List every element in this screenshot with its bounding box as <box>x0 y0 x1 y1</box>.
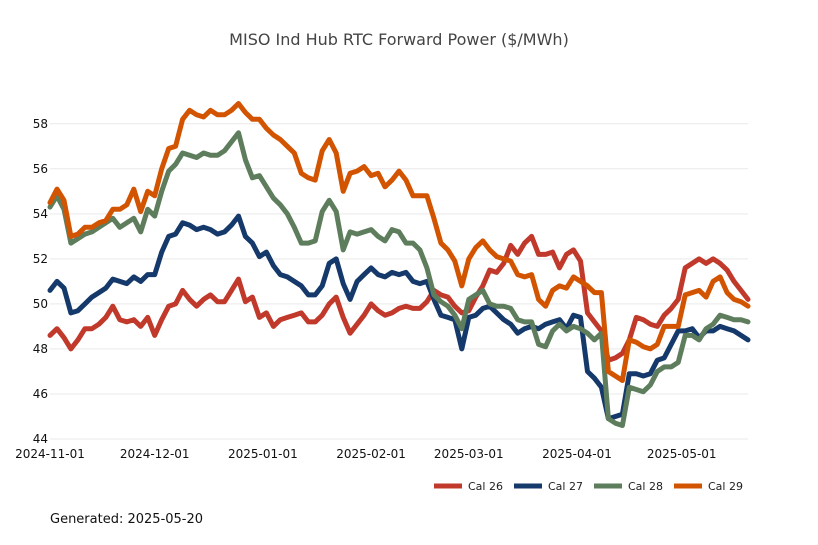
x-tick-label: 2025-04-01 <box>542 447 612 461</box>
legend-label: Cal 29 <box>708 480 743 493</box>
legend-label: Cal 28 <box>628 480 663 493</box>
chart-title: MISO Ind Hub RTC Forward Power ($/MWh) <box>229 30 569 49</box>
y-tick-label: 44 <box>33 432 48 446</box>
y-tick-label: 56 <box>33 162 48 176</box>
x-tick-label: 2024-11-01 <box>15 447 85 461</box>
gridlines <box>50 123 748 440</box>
x-tick-label: 2025-05-01 <box>647 447 717 461</box>
legend-label: Cal 27 <box>548 480 583 493</box>
series-line-cal-28 <box>47 130 751 428</box>
series-line-cal-27 <box>47 213 751 422</box>
legend: Cal 26 Cal 27 Cal 28 Cal 29 <box>434 480 743 493</box>
y-tick-label: 46 <box>33 387 48 401</box>
y-tick-label: 52 <box>33 252 48 266</box>
y-tick-label: 54 <box>33 207 48 221</box>
x-tick-label: 2025-01-01 <box>228 447 298 461</box>
series-lines <box>47 101 751 428</box>
y-tick-label: 50 <box>33 297 48 311</box>
x-tick-label: 2025-02-01 <box>336 447 406 461</box>
y-tick-label: 48 <box>33 342 48 356</box>
series-line-cal-26 <box>47 233 751 363</box>
legend-label: Cal 26 <box>468 480 503 493</box>
x-tick-label: 2025-03-01 <box>434 447 504 461</box>
x-tick-label: 2024-12-01 <box>120 447 190 461</box>
y-tick-label: 58 <box>33 117 48 131</box>
series-line-cal-29 <box>47 101 751 383</box>
generated-footer: Generated: 2025-05-20 <box>50 512 204 527</box>
axis-ticks: 44 46 48 50 52 54 56 58 2024-11-01 2024-12-01 2025… <box>15 117 716 461</box>
